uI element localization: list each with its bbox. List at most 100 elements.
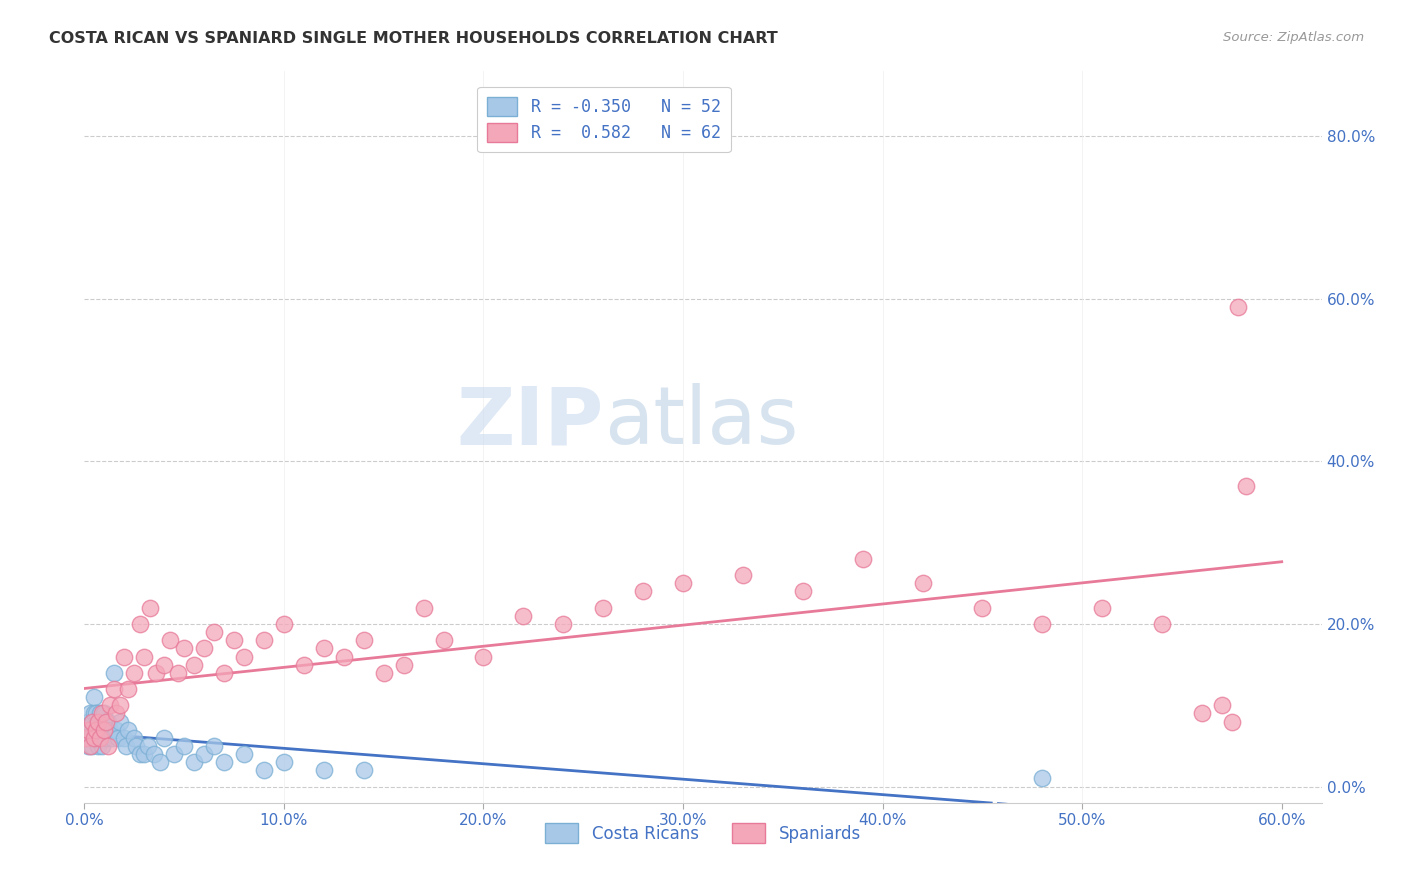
Point — [672, 576, 695, 591]
Point — [103, 681, 125, 696]
Point — [89, 706, 111, 721]
Point — [911, 576, 934, 591]
Point — [292, 657, 315, 672]
Point — [222, 633, 245, 648]
Point — [792, 584, 814, 599]
Point — [97, 739, 120, 753]
Point — [353, 764, 375, 778]
Point — [98, 698, 121, 713]
Point — [173, 739, 195, 753]
Point — [110, 698, 132, 713]
Point — [193, 641, 215, 656]
Point — [134, 649, 156, 664]
Point — [233, 649, 256, 664]
Point — [202, 739, 225, 753]
Point — [110, 714, 132, 729]
Point — [101, 731, 124, 745]
Point — [972, 600, 994, 615]
Point — [1234, 479, 1257, 493]
Point — [149, 755, 172, 769]
Point — [167, 665, 190, 680]
Point — [87, 714, 110, 729]
Point — [333, 649, 356, 664]
Point — [136, 739, 159, 753]
Point — [631, 584, 654, 599]
Point — [122, 665, 145, 680]
Point — [112, 731, 135, 745]
Point — [86, 723, 108, 737]
Point — [312, 764, 335, 778]
Point — [93, 723, 115, 737]
Point — [75, 723, 97, 737]
Point — [82, 739, 104, 753]
Point — [253, 764, 276, 778]
Point — [143, 747, 166, 761]
Point — [1226, 300, 1249, 314]
Point — [212, 755, 235, 769]
Point — [159, 633, 181, 648]
Point — [312, 641, 335, 656]
Point — [273, 617, 295, 632]
Point — [79, 739, 101, 753]
Point — [1220, 714, 1243, 729]
Point — [75, 731, 97, 745]
Point — [212, 665, 235, 680]
Point — [202, 625, 225, 640]
Point — [79, 731, 101, 745]
Point — [83, 706, 105, 721]
Point — [98, 723, 121, 737]
Point — [183, 657, 205, 672]
Point — [1211, 698, 1233, 713]
Point — [145, 665, 167, 680]
Text: ZIP: ZIP — [457, 384, 605, 461]
Point — [117, 681, 139, 696]
Point — [91, 706, 114, 721]
Point — [153, 657, 176, 672]
Point — [105, 723, 128, 737]
Point — [432, 633, 454, 648]
Point — [117, 723, 139, 737]
Point — [96, 731, 118, 745]
Point — [89, 731, 111, 745]
Point — [1031, 617, 1053, 632]
Legend: Costa Ricans, Spaniards: Costa Ricans, Spaniards — [538, 817, 868, 849]
Point — [472, 649, 495, 664]
Point — [83, 690, 105, 705]
Text: atlas: atlas — [605, 384, 799, 461]
Point — [163, 747, 186, 761]
Point — [129, 617, 152, 632]
Point — [77, 739, 100, 753]
Point — [89, 731, 111, 745]
Point — [82, 714, 104, 729]
Point — [373, 665, 395, 680]
Point — [512, 608, 534, 623]
Point — [193, 747, 215, 761]
Point — [852, 552, 875, 566]
Point — [125, 739, 148, 753]
Point — [86, 706, 108, 721]
Point — [115, 739, 138, 753]
Point — [87, 714, 110, 729]
Point — [91, 739, 114, 753]
Point — [134, 747, 156, 761]
Point — [1031, 772, 1053, 786]
Point — [412, 600, 434, 615]
Point — [105, 706, 128, 721]
Point — [112, 649, 135, 664]
Text: COSTA RICAN VS SPANIARD SINGLE MOTHER HOUSEHOLDS CORRELATION CHART: COSTA RICAN VS SPANIARD SINGLE MOTHER HO… — [49, 31, 778, 46]
Point — [87, 739, 110, 753]
Point — [1091, 600, 1114, 615]
Point — [731, 568, 754, 582]
Point — [77, 714, 100, 729]
Point — [129, 747, 152, 761]
Point — [392, 657, 415, 672]
Point — [1150, 617, 1173, 632]
Point — [173, 641, 195, 656]
Point — [122, 731, 145, 745]
Point — [83, 731, 105, 745]
Point — [83, 731, 105, 745]
Point — [153, 731, 176, 745]
Point — [96, 714, 118, 729]
Point — [93, 723, 115, 737]
Point — [82, 714, 104, 729]
